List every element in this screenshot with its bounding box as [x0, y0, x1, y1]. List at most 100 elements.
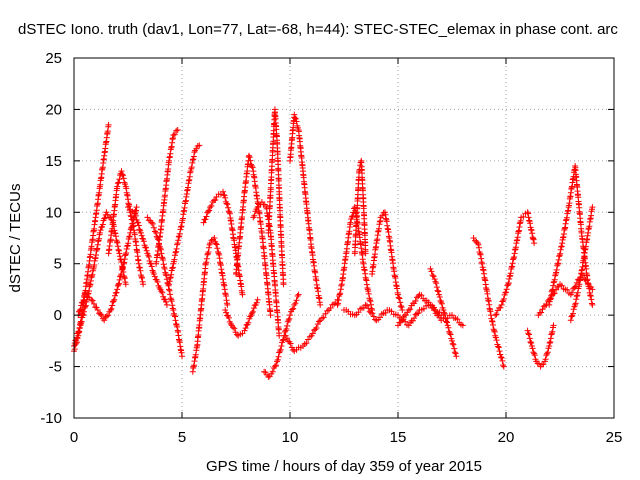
data-point	[395, 322, 401, 329]
data-point	[278, 343, 285, 349]
data-point	[169, 305, 176, 312]
data-point	[168, 298, 175, 305]
data-point	[451, 349, 458, 356]
x-axis-title: GPS time / hours of day 359 of year 2015	[206, 458, 482, 475]
data-point	[418, 292, 425, 299]
data-point	[498, 301, 505, 308]
data-point	[449, 340, 456, 347]
data-point	[546, 340, 553, 346]
data-point	[179, 353, 185, 360]
data-point	[250, 305, 257, 312]
data-point	[453, 353, 460, 360]
data-point	[275, 353, 282, 360]
x-tick-label: 15	[390, 429, 407, 446]
data-point	[251, 212, 258, 219]
data-point	[193, 145, 200, 152]
arc-series	[351, 157, 369, 257]
data-point	[174, 323, 181, 330]
x-tick-label: 20	[498, 429, 515, 446]
data-point	[205, 208, 212, 215]
data-point	[267, 312, 274, 319]
data-point	[572, 283, 579, 290]
data-point	[370, 313, 377, 320]
data-point	[283, 326, 290, 332]
data-point	[531, 240, 538, 247]
data-point	[145, 253, 152, 260]
data-point	[377, 314, 383, 321]
arc-series	[470, 235, 507, 370]
axis-ticks: 0 5 10 15 20 25 -10 -5 0 5 10 15 20 25	[40, 50, 622, 446]
data-point	[140, 281, 147, 288]
data-point	[396, 295, 403, 302]
data-point	[498, 354, 505, 361]
x-tick-label: 25	[606, 429, 623, 446]
data-point	[438, 300, 445, 307]
arc-series	[75, 204, 140, 324]
y-tick-label: 0	[54, 307, 62, 324]
data-point	[118, 168, 125, 175]
data-point	[116, 280, 122, 287]
data-point	[133, 204, 140, 211]
data-point	[568, 313, 575, 320]
data-point	[135, 219, 142, 226]
data-point	[261, 201, 268, 208]
data-point	[135, 222, 142, 229]
data-point	[174, 127, 181, 133]
data-point	[108, 305, 115, 312]
data-point	[549, 328, 556, 335]
data-point	[495, 344, 502, 351]
data-point	[170, 132, 177, 139]
data-point	[574, 289, 581, 296]
data-point	[531, 352, 538, 359]
data-point	[104, 211, 111, 218]
data-point	[113, 289, 120, 296]
data-point	[429, 272, 436, 279]
data-point	[101, 317, 108, 324]
data-point	[365, 305, 372, 312]
data-point	[452, 350, 459, 357]
data-point	[111, 296, 118, 303]
arc-series	[287, 111, 324, 308]
data-point	[280, 336, 287, 343]
data-point	[136, 226, 143, 233]
data-point	[433, 284, 440, 291]
x-tick-label: 0	[70, 429, 78, 446]
data-point	[122, 281, 129, 288]
data-point	[254, 296, 261, 303]
data-point	[431, 276, 438, 283]
data-point	[570, 310, 576, 317]
data-point	[495, 343, 502, 350]
data-point	[188, 164, 195, 171]
data-point	[120, 172, 126, 179]
data-point	[120, 264, 127, 270]
data-point	[90, 300, 97, 307]
y-axis-title: dSTEC / TECUs	[7, 184, 24, 293]
data-point	[543, 352, 550, 359]
data-point	[138, 229, 144, 236]
x-tick-label: 10	[282, 429, 299, 446]
data-point	[493, 337, 500, 344]
data-point	[528, 340, 535, 346]
data-point	[121, 179, 128, 186]
data-point	[589, 301, 596, 308]
data-point	[437, 297, 444, 304]
data-point	[286, 315, 293, 322]
data-point	[411, 315, 418, 322]
data-point	[200, 219, 207, 226]
data-point	[454, 316, 461, 323]
data-point	[97, 227, 104, 234]
data-point	[446, 330, 453, 337]
y-tick-label: 10	[45, 204, 62, 221]
data-point	[203, 255, 210, 262]
data-point	[151, 273, 158, 280]
data-point	[169, 264, 176, 271]
data-point	[403, 312, 410, 318]
data-point	[279, 337, 286, 344]
arc-series	[334, 204, 376, 313]
data-point	[503, 286, 510, 293]
data-point	[222, 194, 229, 201]
data-point	[539, 306, 546, 313]
data-point	[172, 249, 179, 256]
data-point	[152, 228, 158, 235]
